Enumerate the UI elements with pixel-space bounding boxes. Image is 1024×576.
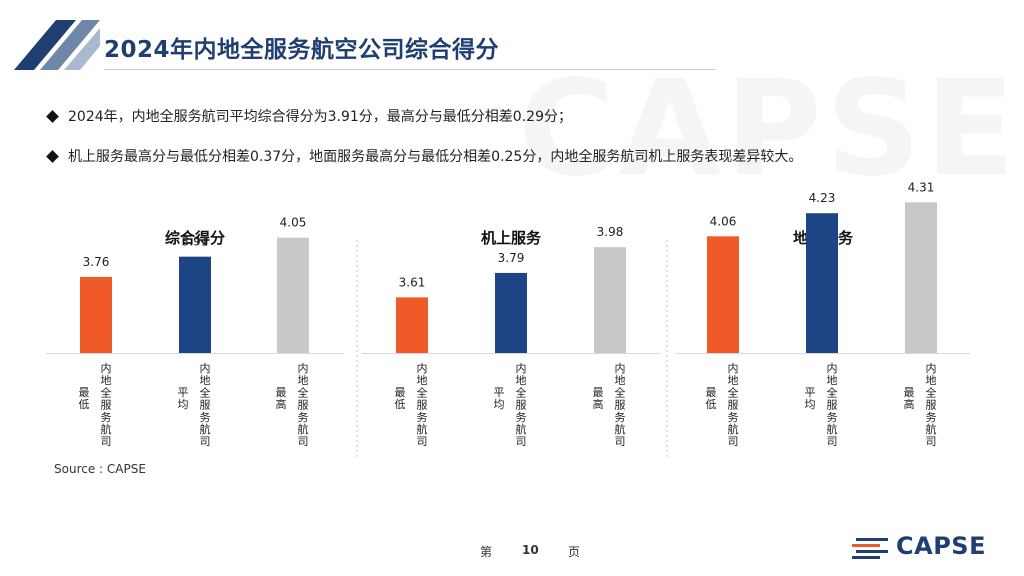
bar — [594, 247, 626, 353]
data-label: 4.31 — [908, 180, 935, 194]
category-label: 内地全服务航司最高 — [276, 361, 309, 448]
data-label: 3.61 — [399, 275, 426, 289]
data-label: 3.98 — [597, 225, 624, 239]
data-label: 3.79 — [498, 251, 525, 265]
data-label: 4.06 — [710, 214, 737, 228]
bullet-text-1: 2024年，内地全服务航司平均综合得分为3.91分，最高分与最低分相差0.29分… — [68, 109, 572, 125]
bar — [80, 277, 112, 353]
page-prefix: 第 — [480, 545, 493, 559]
category-label: 内地全服务航司平均 — [805, 361, 838, 448]
bar — [277, 237, 309, 353]
bar — [707, 236, 739, 353]
category-label: 内地全服务航司平均 — [494, 361, 527, 448]
page-number: 第 10 页 — [480, 543, 590, 561]
header-stripes-logo — [14, 20, 100, 70]
source-note: Source : CAPSE — [54, 462, 146, 476]
title-divider — [104, 69, 716, 70]
chart-title: 机上服务 — [481, 229, 542, 247]
data-label: 3.76 — [83, 255, 110, 269]
data-label: 4.23 — [809, 191, 836, 205]
bullet-text-2: 机上服务最高分与最低分相差0.37分，地面服务最高分与最低分相差0.25分，内地… — [68, 149, 803, 165]
category-label: 内地全服务航司最低 — [79, 361, 112, 448]
page-suffix: 页 — [568, 545, 581, 559]
bullet-point-2: 机上服务最高分与最低分相差0.37分，地面服务最高分与最低分相差0.25分，内地… — [46, 146, 802, 166]
bar — [396, 297, 428, 353]
capse-logo: CAPSE — [852, 532, 1000, 562]
brand-wordmark: CAPSE — [896, 532, 986, 560]
category-label: 内地全服务航司最高 — [904, 361, 937, 448]
data-label: 4.05 — [280, 216, 307, 230]
chart-title: 综合得分 — [165, 229, 225, 247]
category-label: 内地全服务航司最低 — [395, 361, 428, 448]
category-label: 内地全服务航司平均 — [178, 361, 211, 448]
bullet-point-1: 2024年，内地全服务航司平均综合得分为3.91分，最高分与最低分相差0.29分… — [46, 106, 572, 126]
page-number-value: 10 — [522, 543, 539, 557]
page-title: 2024年内地全服务航空公司综合得分 — [104, 37, 500, 63]
bar — [179, 256, 211, 353]
bar — [495, 272, 527, 353]
data-label: 3.91 — [182, 235, 209, 249]
category-label: 内地全服务航司最高 — [593, 361, 626, 448]
bar — [806, 213, 838, 353]
bar — [905, 202, 937, 353]
category-label: 内地全服务航司最低 — [706, 361, 739, 448]
capse-stripes-icon — [852, 538, 888, 559]
